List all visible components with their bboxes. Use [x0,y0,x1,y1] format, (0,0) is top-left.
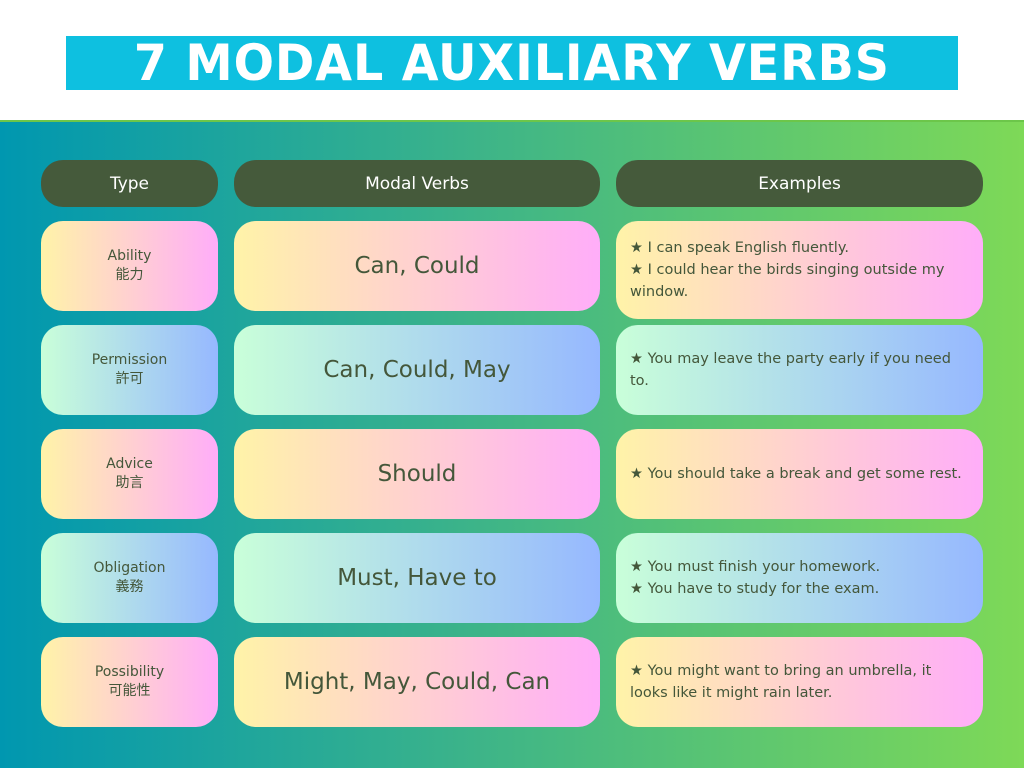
type-label-chinese: 助言 [115,475,144,491]
header-modal-verbs: Modal Verbs [234,160,600,207]
type-label: Ability [107,248,152,264]
example-sentence: ★ You should take a break and get some r… [630,466,962,482]
type-cell: Advice 助言 [41,429,218,519]
type-label: Advice [106,456,153,472]
example-sentence: ★ You must finish your homework. [630,559,881,575]
type-cell: Permission 許可 [41,325,218,415]
examples-list: ★ You should take a break and get some r… [630,463,969,485]
modal-verbs-cell: Should [234,429,600,519]
type-cell: Ability 能力 [41,221,218,311]
example-sentence: ★ I could hear the birds singing outside… [630,262,945,300]
header-examples: Examples [616,160,983,207]
examples-cell: ★ You might want to bring an umbrella, i… [616,637,983,727]
type-label: Possibility [94,664,165,680]
header-type: Type [41,160,218,207]
title-banner: 7 MODAL AUXILIARY VERBS [66,36,958,90]
type-label-chinese: 許可 [115,371,144,387]
modal-verbs-cell: Might, May, Could, Can [234,637,600,727]
modal-verbs-cell: Must, Have to [234,533,600,623]
examples-cell: ★ You may leave the party early if you n… [616,325,983,415]
type-label: Permission [91,352,168,368]
examples-list: ★ I can speak English fluently. ★ I could… [630,237,969,303]
examples-cell: ★ You must finish your homework. ★ You ha… [616,533,983,623]
type-label-chinese: 義務 [115,579,144,595]
type-label-chinese: 可能性 [108,683,151,699]
examples-list: ★ You must finish your homework. ★ You ha… [630,556,969,600]
type-cell: Possibility 可能性 [41,637,218,727]
example-sentence: ★ I can speak English fluently. [630,240,849,256]
examples-cell: ★ You should take a break and get some r… [616,429,983,519]
type-label: Obligation [93,560,166,576]
type-cell: Obligation 義務 [41,533,218,623]
example-sentence: ★ You have to study for the exam. [630,581,880,597]
type-label-chinese: 能力 [115,267,144,283]
modal-verbs-cell: Can, Could [234,221,600,311]
example-sentence: ★ You may leave the party early if you n… [630,351,951,389]
examples-list: ★ You might want to bring an umbrella, i… [630,660,969,704]
examples-cell: ★ I can speak English fluently. ★ I could… [616,221,983,319]
examples-list: ★ You may leave the party early if you n… [630,348,969,392]
page-title: 7 MODAL AUXILIARY VERBS [133,34,891,92]
example-sentence: ★ You might want to bring an umbrella, i… [630,663,932,701]
title-area: 7 MODAL AUXILIARY VERBS [0,0,1024,120]
modal-verbs-cell: Can, Could, May [234,325,600,415]
